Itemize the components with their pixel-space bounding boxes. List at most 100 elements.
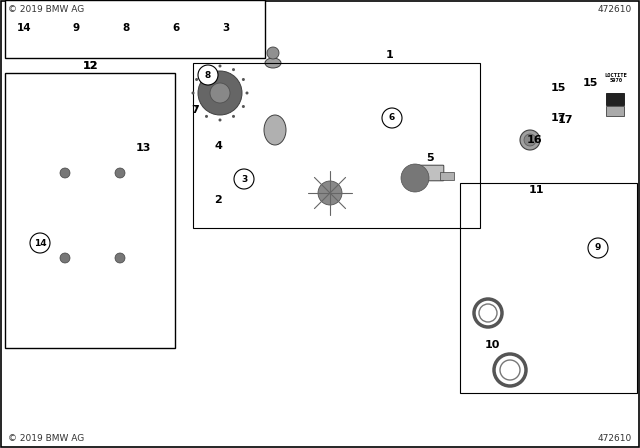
- Circle shape: [210, 83, 230, 103]
- Bar: [606, 106, 624, 116]
- Circle shape: [246, 91, 248, 95]
- Ellipse shape: [35, 165, 145, 260]
- Circle shape: [191, 91, 195, 95]
- Text: 17: 17: [550, 113, 566, 123]
- Circle shape: [205, 68, 208, 71]
- Text: © 2019 BMW AG: © 2019 BMW AG: [8, 434, 84, 443]
- Ellipse shape: [51, 184, 125, 249]
- Ellipse shape: [134, 22, 152, 34]
- Circle shape: [60, 253, 70, 263]
- Circle shape: [60, 168, 70, 178]
- FancyBboxPatch shape: [599, 22, 633, 119]
- Circle shape: [195, 105, 198, 108]
- Text: LOCTITE
5970: LOCTITE 5970: [605, 73, 627, 83]
- Circle shape: [356, 346, 384, 374]
- Bar: [560, 288, 615, 348]
- Circle shape: [267, 47, 279, 59]
- Circle shape: [588, 238, 608, 258]
- Circle shape: [296, 344, 324, 372]
- Polygon shape: [345, 123, 470, 248]
- Circle shape: [387, 150, 443, 206]
- Circle shape: [382, 108, 402, 128]
- Circle shape: [218, 119, 221, 121]
- Polygon shape: [190, 233, 570, 398]
- Circle shape: [318, 181, 342, 205]
- Text: 2: 2: [214, 195, 222, 205]
- Text: 14: 14: [34, 238, 46, 247]
- Bar: [5, 73, 175, 348]
- Text: 4: 4: [214, 141, 222, 151]
- Bar: [606, 93, 624, 105]
- Bar: [200, 143, 520, 253]
- Bar: [32, 226, 54, 238]
- Text: 3: 3: [222, 23, 230, 33]
- Circle shape: [205, 115, 208, 118]
- Bar: [573, 300, 618, 318]
- Circle shape: [288, 336, 332, 380]
- Text: 12: 12: [83, 61, 98, 71]
- Ellipse shape: [234, 22, 252, 34]
- Circle shape: [295, 158, 365, 228]
- Circle shape: [468, 336, 512, 380]
- Circle shape: [348, 338, 392, 382]
- Text: 10: 10: [484, 340, 500, 350]
- Ellipse shape: [31, 193, 49, 207]
- Text: 1: 1: [386, 50, 394, 60]
- Text: 8: 8: [205, 70, 211, 79]
- Circle shape: [408, 338, 452, 382]
- Circle shape: [416, 346, 444, 374]
- Circle shape: [195, 78, 198, 81]
- FancyBboxPatch shape: [414, 165, 444, 181]
- Bar: [40, 6, 50, 26]
- Polygon shape: [510, 248, 600, 358]
- Circle shape: [476, 344, 504, 372]
- Text: 5: 5: [426, 153, 434, 163]
- Text: 15: 15: [582, 78, 598, 88]
- Circle shape: [234, 169, 254, 189]
- Circle shape: [401, 164, 429, 192]
- Text: 14: 14: [17, 23, 31, 33]
- Text: 6: 6: [389, 113, 395, 122]
- Circle shape: [198, 65, 218, 85]
- Text: 12: 12: [83, 61, 98, 71]
- Text: 15: 15: [550, 83, 566, 93]
- Bar: [5, 0, 265, 58]
- Bar: [242, 6, 252, 26]
- Circle shape: [30, 233, 50, 253]
- Ellipse shape: [84, 22, 102, 34]
- Text: 16: 16: [526, 135, 542, 145]
- Circle shape: [232, 115, 235, 118]
- Ellipse shape: [184, 22, 202, 34]
- Polygon shape: [240, 143, 425, 253]
- Circle shape: [198, 71, 242, 115]
- Bar: [92, 6, 102, 26]
- Circle shape: [242, 105, 245, 108]
- Bar: [540, 239, 570, 253]
- Text: 9: 9: [72, 23, 79, 33]
- Text: 7: 7: [191, 105, 199, 115]
- Circle shape: [524, 134, 536, 146]
- Text: 6: 6: [172, 23, 180, 33]
- Bar: [570, 267, 608, 283]
- Circle shape: [232, 68, 235, 71]
- Circle shape: [520, 130, 540, 150]
- Bar: [440, 172, 454, 180]
- Text: 472610: 472610: [598, 434, 632, 443]
- Text: 3: 3: [241, 175, 247, 184]
- Text: 17: 17: [557, 115, 573, 125]
- Circle shape: [242, 78, 245, 81]
- Bar: [192, 6, 202, 26]
- Circle shape: [188, 61, 252, 125]
- Text: 8: 8: [122, 23, 130, 33]
- Text: © 2019 BMW AG: © 2019 BMW AG: [8, 5, 84, 14]
- Ellipse shape: [32, 22, 50, 34]
- Circle shape: [115, 168, 125, 178]
- Text: 11: 11: [528, 185, 544, 195]
- Ellipse shape: [264, 115, 286, 145]
- Circle shape: [218, 65, 221, 68]
- Text: 13: 13: [135, 143, 150, 153]
- Circle shape: [115, 253, 125, 263]
- Bar: [460, 183, 637, 393]
- Bar: [142, 6, 152, 26]
- Text: 9: 9: [595, 244, 601, 253]
